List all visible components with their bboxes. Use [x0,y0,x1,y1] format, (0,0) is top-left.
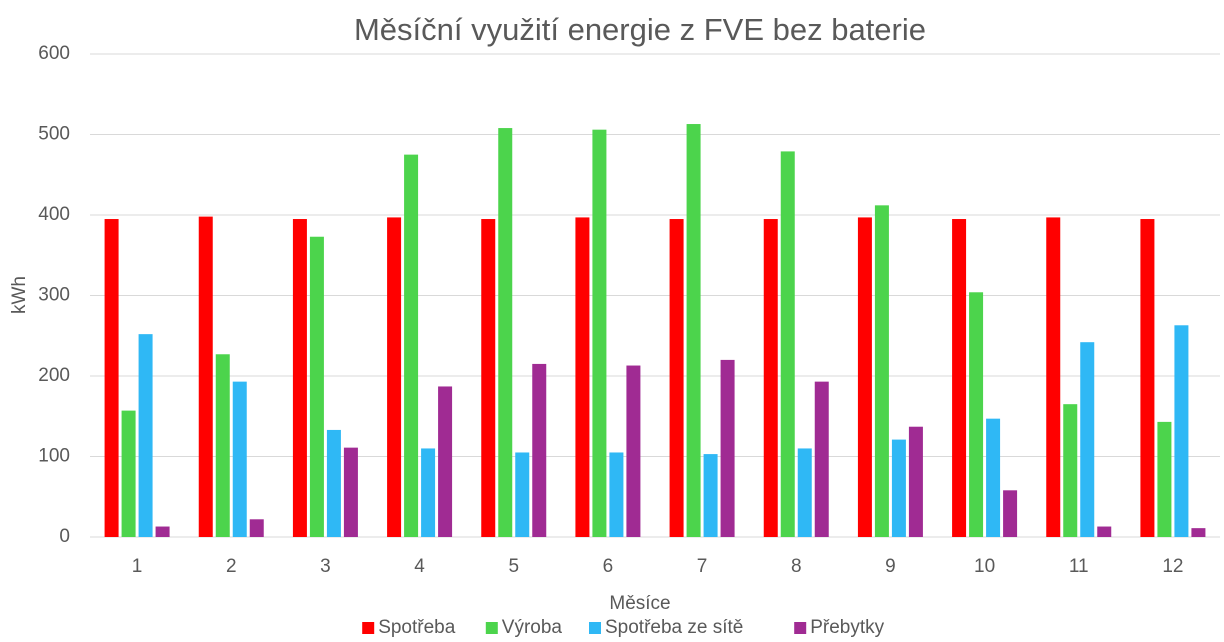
x-axis-label: Měsíce [609,593,670,614]
chart-title: Měsíční využití energie z FVE bez bateri… [354,12,926,47]
bar [498,128,513,537]
x-tick-label: 4 [414,556,425,577]
x-tick-label: 2 [226,556,237,577]
bar [1046,217,1061,538]
y-tick-label: 200 [38,365,70,386]
bar [669,219,684,537]
bar [532,363,547,537]
bar [592,129,607,538]
bar [891,439,906,537]
bar [1097,526,1112,537]
x-tick-label: 12 [1162,556,1183,577]
y-axis-label: kWh [9,276,30,314]
legend-label: Spotřeba [378,617,456,638]
x-tick-label: 11 [1069,556,1089,577]
bar [249,519,264,537]
legend-label: Výroba [502,617,563,638]
x-tick-label: 5 [508,556,519,577]
x-tick-label: 8 [791,556,802,577]
bar [874,205,889,537]
bar [309,236,324,538]
bar [609,452,624,537]
legend-swatch [589,622,601,634]
bar [1063,404,1078,537]
bar [1140,219,1155,537]
bar [215,354,230,537]
y-tick-label: 400 [38,204,70,225]
x-tick-label: 9 [885,556,896,577]
x-tick-label: 1 [132,556,143,577]
bar [703,454,718,537]
y-tick-label: 500 [38,124,70,145]
bar [198,216,213,538]
x-tick-label: 10 [974,556,995,577]
bar [104,219,119,537]
x-tick-label: 6 [603,556,614,577]
y-tick-label: 300 [38,285,70,306]
bar [232,381,247,537]
bar [292,219,307,537]
bar [908,426,923,537]
bar [814,381,829,537]
x-tick-label: 7 [697,556,708,577]
legend-label: Spotřeba ze sítě [605,617,743,638]
bar [1191,528,1206,537]
legend-swatch [362,622,375,634]
legend-swatch [794,622,807,634]
bar [1157,421,1172,537]
bar [421,448,436,537]
bar [438,386,453,537]
y-tick-label: 100 [38,446,70,467]
bar [626,365,641,537]
bar [138,334,153,537]
bar [780,151,795,537]
bar [797,448,812,537]
x-tick-label: 3 [320,556,331,577]
bar [404,154,419,537]
bar [387,217,402,538]
y-tick-label: 0 [59,526,70,547]
bar [326,429,341,537]
bar [575,217,590,538]
bar [155,526,170,537]
y-tick-label: 600 [38,43,70,64]
bar [121,410,136,537]
bar [969,292,984,537]
bar [857,217,872,538]
bar [481,219,496,537]
bar [720,359,735,537]
bar [1003,490,1018,537]
bar [952,219,967,537]
bar [1174,325,1189,537]
bar [515,452,530,537]
legend-swatch [485,622,498,634]
bar [343,447,358,537]
bar [1080,342,1095,537]
bar [763,219,778,537]
bar [686,124,701,537]
legend-label: Přebytky [810,617,884,638]
bar [986,418,1001,537]
